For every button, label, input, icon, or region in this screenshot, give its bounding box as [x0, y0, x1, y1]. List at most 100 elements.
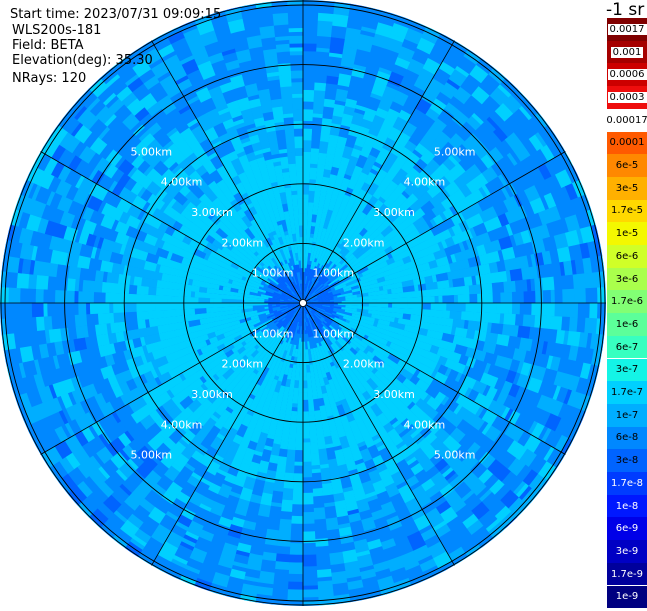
heatmap-cell — [365, 299, 373, 303]
heatmap-cell — [273, 577, 289, 590]
heatmap-cell — [423, 296, 435, 303]
feature-arc-cell — [505, 32, 521, 45]
heatmap-cell — [331, 25, 347, 39]
heatmap-cell — [245, 303, 253, 306]
heatmap-cell — [508, 303, 512, 314]
heatmap-cell — [423, 303, 431, 310]
heatmap-cell — [303, 512, 315, 524]
heatmap-cell — [524, 291, 536, 303]
heatmap-cell — [303, 543, 316, 555]
heatmap-cell — [292, 508, 303, 516]
heatmap-cell — [303, 585, 318, 590]
heatmap-cell — [548, 262, 562, 277]
heatmap-cell — [113, 312, 126, 323]
heatmap-cell — [369, 303, 381, 307]
heatmap-cell — [288, 163, 296, 172]
heatmap-cell — [303, 442, 311, 446]
heatmap-cell — [407, 303, 419, 309]
heatmap-cell — [310, 442, 319, 454]
heatmap-cell — [303, 524, 315, 532]
heatmap-cell — [442, 310, 451, 318]
heatmap-cell — [287, 4, 303, 16]
heatmap-cell — [400, 303, 408, 309]
heatmap-cell — [74, 291, 78, 303]
heatmap-cell — [55, 315, 64, 329]
heatmap-cell — [435, 303, 439, 310]
heatmap-cell — [171, 296, 175, 303]
heatmap-cell — [214, 298, 222, 303]
heatmap-cell — [280, 441, 289, 450]
heatmap-cell — [303, 8, 319, 16]
heatmap-cell — [318, 152, 327, 161]
heatmap-cell — [269, 87, 282, 100]
heatmap-cell — [259, 25, 275, 39]
heatmap-cell — [20, 288, 25, 303]
heatmap-cell — [8, 303, 13, 319]
feature-arc-cell — [491, 23, 507, 36]
heatmap-cell — [293, 210, 298, 215]
heatmap-cell — [464, 276, 473, 286]
heatmap-cell — [461, 286, 470, 295]
heatmap-cell — [303, 477, 313, 489]
heatmap-cell — [368, 306, 372, 310]
heatmap-cell — [206, 308, 211, 313]
heatmap-cell — [136, 311, 149, 320]
heatmap-cell — [297, 190, 303, 198]
heatmap-cell — [324, 87, 337, 100]
heatmap-cell — [48, 328, 62, 343]
heatmap-cell — [74, 314, 87, 327]
heatmap-cell — [325, 517, 338, 530]
heatmap-cell — [274, 569, 289, 578]
heatmap-cell — [332, 582, 349, 596]
heatmap-cell — [312, 473, 322, 486]
heatmap-cell — [320, 133, 330, 142]
heatmap-cell — [289, 35, 303, 43]
heatmap-cell — [310, 167, 318, 176]
heatmap-cell — [303, 35, 317, 43]
heatmap-cell — [331, 571, 347, 585]
heatmap-cell — [293, 206, 298, 211]
heatmap-cell — [543, 290, 551, 303]
heatmap-cell — [303, 377, 307, 381]
heatmap-cell — [294, 128, 303, 132]
heatmap-cell — [493, 293, 501, 304]
heatmap-cell — [295, 148, 303, 156]
heatmap-cell — [41, 262, 55, 277]
heatmap-cell — [388, 303, 392, 308]
heatmap-cell — [306, 361, 310, 365]
feature-arc-cell — [146, 0, 163, 2]
feature-arc-cell — [530, 53, 545, 67]
heatmap-cell — [303, 489, 313, 493]
feature-arc-cell — [524, 58, 539, 73]
heatmap-cell — [303, 152, 311, 160]
heatmap-cell — [294, 388, 299, 393]
heatmap-cell — [289, 554, 303, 562]
heatmap-cell — [36, 316, 45, 331]
heatmap-cell — [136, 285, 149, 294]
feature-arc-cell — [502, 35, 518, 49]
heatmap-cell — [303, 32, 317, 37]
heatmap-cell — [318, 13, 334, 22]
feature-arc-cell — [110, 24, 126, 37]
heatmap-cell — [291, 524, 303, 536]
heatmap-cell — [136, 303, 144, 312]
heatmap-cell — [241, 296, 245, 300]
feature-arc-cell — [473, 20, 490, 33]
feature-arc-cell — [25, 95, 38, 111]
feature-arc-cell — [22, 94, 35, 110]
heatmap-cell — [282, 102, 293, 111]
feature-arc-cell — [148, 0, 165, 5]
heatmap-cell — [214, 303, 222, 308]
heatmap-cell — [284, 473, 294, 482]
heatmap-cell — [191, 291, 196, 297]
heatmap-cell — [276, 464, 286, 473]
heatmap-cell — [293, 109, 303, 121]
heatmap-cell — [32, 303, 44, 317]
heatmap-cell — [318, 1, 335, 14]
feature-arc-cell — [489, 25, 505, 38]
heatmap-cell — [303, 225, 307, 229]
feature-arc-cell — [445, 4, 462, 15]
heatmap-cell — [303, 214, 308, 226]
heatmap-cell — [67, 278, 76, 291]
feature-arc-cell — [479, 11, 496, 23]
